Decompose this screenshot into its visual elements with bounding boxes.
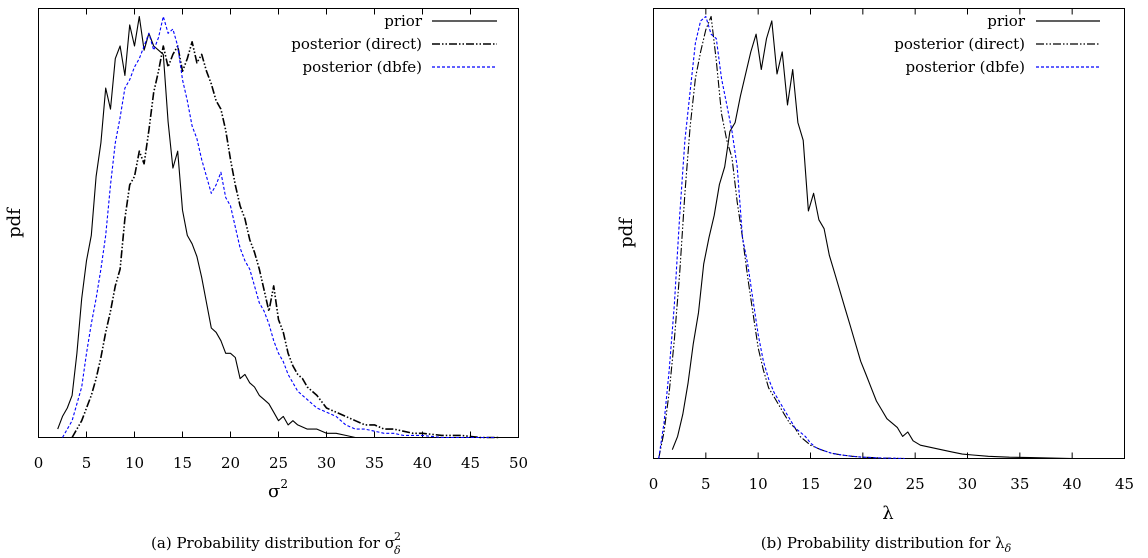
plot-frame — [38, 8, 519, 438]
series-line-posterior-dbfe — [658, 15, 905, 460]
figure-caption: (a) Probability distribution for σ2 δ — [151, 530, 401, 557]
figure-caption: (b) Probability distribution for λδ — [761, 534, 1012, 555]
x-tick-label: 20 — [853, 475, 872, 493]
x-tick-label: 35 — [1010, 475, 1029, 493]
series-lines — [658, 15, 1094, 460]
series-lines — [57, 15, 500, 439]
series-line-posterior-direct — [658, 15, 905, 460]
x-tick-label: 45 — [461, 454, 480, 472]
chart-panel-b: 0 5 10 15 20 25 30 35 40 45 pdf λ prior posterior… — [616, 8, 1134, 555]
legend-label: posterior (dbfe) — [302, 58, 422, 76]
x-tick-label: 15 — [801, 475, 820, 493]
x-tick-label: 5 — [82, 454, 92, 472]
y-axis-label: pdf — [616, 217, 637, 248]
x-tick-label: 30 — [317, 454, 336, 472]
x-tick-label: 35 — [365, 454, 384, 472]
x-tick-label: 5 — [701, 475, 711, 493]
x-axis: 0 5 10 15 20 25 30 35 40 45 50 — [34, 8, 528, 472]
legend: prior posterior (direct) posterior (dbfe… — [291, 12, 497, 76]
x-tick-label: 20 — [221, 454, 240, 472]
x-axis-label: λ — [882, 503, 893, 524]
x-tick-label: 30 — [958, 475, 977, 493]
x-tick-label: 10 — [125, 454, 144, 472]
x-tick-label: 15 — [173, 454, 192, 472]
x-tick-label: 40 — [1063, 475, 1082, 493]
series-line-posterior-direct — [71, 40, 500, 439]
x-axis-label: σ2 — [268, 477, 288, 502]
y-axis-label: pdf — [4, 207, 25, 238]
legend-label: prior — [987, 12, 1026, 30]
legend-label: posterior (dbfe) — [905, 58, 1025, 76]
x-tick-label: 25 — [269, 454, 288, 472]
series-line-posterior-dbfe — [62, 15, 495, 439]
series-line-prior — [57, 15, 356, 439]
legend-label: posterior (direct) — [894, 35, 1025, 53]
x-tick-label: 45 — [1115, 475, 1134, 493]
x-tick-label: 40 — [413, 454, 432, 472]
x-tick-label: 0 — [34, 454, 44, 472]
legend-label: prior — [384, 12, 423, 30]
series-line-prior — [671, 20, 1094, 460]
x-tick-label: 0 — [649, 475, 659, 493]
x-tick-label: 25 — [906, 475, 925, 493]
plot-frame — [653, 8, 1125, 459]
x-tick-label: 10 — [749, 475, 768, 493]
x-tick-label: 50 — [509, 454, 528, 472]
legend-label: posterior (direct) — [291, 35, 422, 53]
chart-panel-a: 0 5 10 15 20 25 30 35 40 45 50 pdf σ2 prior poster… — [4, 8, 528, 557]
x-axis: 0 5 10 15 20 25 30 35 40 45 — [649, 8, 1134, 493]
legend: prior posterior (direct) posterior (dbfe… — [894, 12, 1100, 76]
